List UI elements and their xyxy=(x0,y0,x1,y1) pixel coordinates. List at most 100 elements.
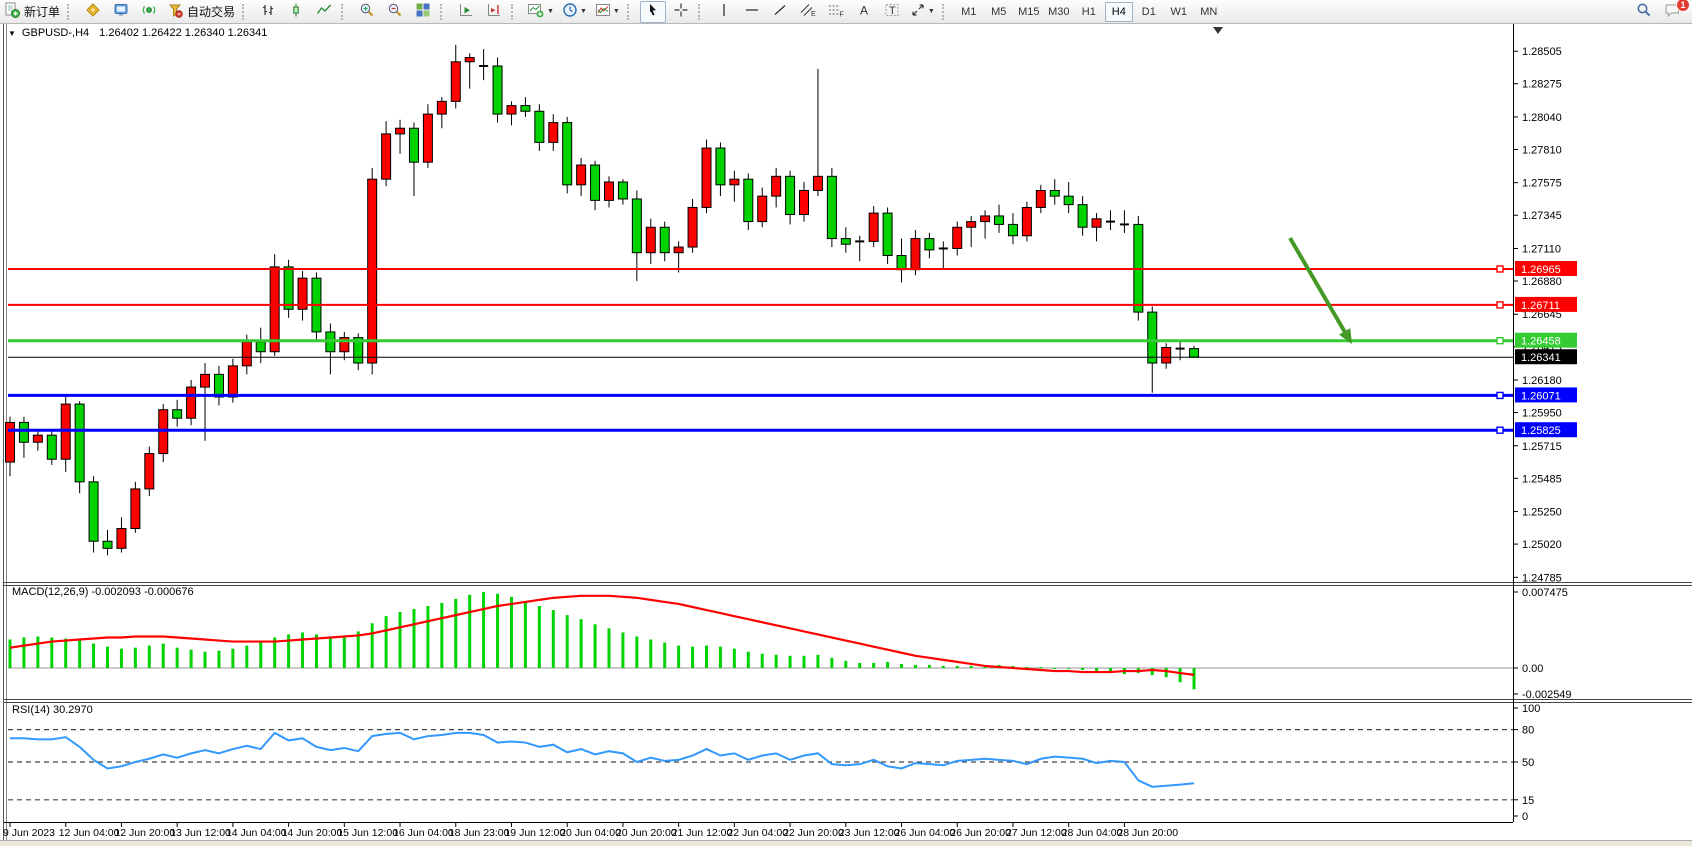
zoom-in-button[interactable] xyxy=(354,1,380,23)
macd-bar xyxy=(78,640,82,668)
time-tick-label: 23 Jun 12:00 xyxy=(839,827,900,839)
candle-body xyxy=(715,147,726,186)
notifications-chat-button[interactable]: 1 xyxy=(1659,0,1690,23)
fibonacci-icon: F xyxy=(827,2,845,21)
search-button[interactable] xyxy=(1631,1,1657,23)
macd-bar xyxy=(106,646,110,668)
macd-bar xyxy=(830,657,834,668)
svg-text:E: E xyxy=(811,11,816,18)
zoom-out-button[interactable] xyxy=(382,1,408,23)
symbol-timeframe-label: GBPUSD-,H4 xyxy=(21,27,90,39)
candle-body xyxy=(102,540,113,549)
toolbar-grip xyxy=(511,3,520,20)
macd-bar xyxy=(593,624,597,668)
macd-bar xyxy=(900,663,904,668)
level-line-handle[interactable] xyxy=(1496,301,1504,309)
candlestick-mode-button[interactable] xyxy=(283,1,309,23)
chart-area[interactable]: 1.28505 1.28275 1.28040 1.27810 1.27575 1.273… xyxy=(0,23,1692,846)
chart-shift-button[interactable] xyxy=(481,1,507,23)
candle-body xyxy=(743,178,754,223)
line-chart-mode-button[interactable] xyxy=(311,1,337,23)
timeframe-m5-button[interactable]: M5 xyxy=(991,5,1007,18)
trend-arrow-head[interactable] xyxy=(1338,328,1352,344)
candle-body xyxy=(534,110,545,143)
timeframe-m15-button[interactable]: M15 xyxy=(1018,5,1040,18)
candle-body xyxy=(1007,223,1018,237)
terminal-button[interactable] xyxy=(108,1,134,23)
macd-bar xyxy=(732,648,736,668)
timeframe-d1-button[interactable]: D1 xyxy=(1141,5,1156,18)
macd-bar xyxy=(231,648,235,668)
level-line-handle[interactable] xyxy=(1496,426,1504,434)
bar-chart-mode-button[interactable] xyxy=(255,1,281,23)
fibonacci-tool-button[interactable]: F xyxy=(823,1,849,23)
time-tick-label: 28 Jun 04:00 xyxy=(1062,827,1123,839)
axis-price-badge-label: 1.26711 xyxy=(1521,300,1560,312)
horizontal-line-tool-button[interactable] xyxy=(739,1,765,23)
timeframe-h4-button[interactable]: H4 xyxy=(1104,1,1133,22)
candle-body xyxy=(952,226,963,249)
chart-menu-arrow-icon[interactable]: ▼ xyxy=(8,28,16,38)
macd-bar xyxy=(551,610,555,668)
trend-arrow-annotation[interactable] xyxy=(1288,236,1348,336)
axis-price-badge xyxy=(1515,296,1577,312)
chart-shift-marker-icon[interactable] xyxy=(1213,27,1223,34)
price-tick-label: 1.26180 xyxy=(1522,375,1562,387)
macd-bar xyxy=(8,639,12,668)
chart-shift-icon xyxy=(486,2,502,21)
candle-body xyxy=(1035,189,1046,208)
channel-tool-button[interactable]: E xyxy=(795,1,821,23)
timeframe-mn-button[interactable]: MN xyxy=(1200,5,1218,18)
macd-bar xyxy=(677,645,681,668)
level-line-handle[interactable] xyxy=(1496,265,1504,273)
text-icon: A xyxy=(856,2,872,21)
timeframe-m1-button[interactable]: M1 xyxy=(961,5,977,18)
metaeditor-button[interactable] xyxy=(80,1,106,23)
strategy-tester-button[interactable] xyxy=(136,1,162,23)
timeframe-w1-button[interactable]: W1 xyxy=(1170,5,1188,18)
axis-price-badge xyxy=(1515,349,1577,365)
candle-body xyxy=(631,198,642,254)
clock-icon xyxy=(562,2,578,21)
trendline-tool-button[interactable] xyxy=(767,1,793,23)
candle-body xyxy=(144,453,155,490)
time-tick-label: 12 Jun 20:00 xyxy=(114,827,175,839)
time-tick-label: 22 Jun 04:00 xyxy=(727,827,788,839)
templates-button[interactable]: ▼ xyxy=(592,1,623,23)
macd-bar xyxy=(203,651,207,668)
level-line-handle[interactable] xyxy=(1496,336,1504,345)
price-tick-label: 1.28505 xyxy=(1522,46,1562,58)
candle-body xyxy=(729,178,740,186)
candle-body xyxy=(422,113,433,163)
macd-indicator-label: MACD(12,26,9) -0.002093 -0.000676 xyxy=(12,586,194,598)
text-label-icon: T xyxy=(884,2,900,21)
indicators-button[interactable]: ▼ xyxy=(524,1,557,23)
crosshair-tool-button[interactable] xyxy=(668,1,694,23)
macd-bar xyxy=(398,612,402,668)
cursor-icon xyxy=(645,2,661,21)
arrows-tool-button[interactable]: ▼ xyxy=(907,1,938,23)
equidistant-channel-icon: E xyxy=(799,2,817,21)
candle-body xyxy=(994,215,1005,225)
macd-bar xyxy=(342,635,346,668)
auto-scroll-button[interactable] xyxy=(453,1,479,23)
candle-body xyxy=(1189,348,1200,358)
candle-body xyxy=(492,65,503,115)
trendline-icon xyxy=(772,2,788,21)
new-order-button[interactable]: 新订单 xyxy=(1,1,63,23)
tile-windows-button[interactable] xyxy=(410,1,436,23)
timeframe-h1-button[interactable]: H1 xyxy=(1081,5,1096,18)
timeframe-m30-button[interactable]: M30 xyxy=(1048,5,1070,18)
chart-window[interactable]: 1.28505 1.28275 1.28040 1.27810 1.27575 1.273… xyxy=(0,23,1692,841)
text-tool-button[interactable]: A xyxy=(851,1,877,23)
autotrading-button[interactable]: 自动交易 xyxy=(164,1,238,23)
candle-body xyxy=(966,221,977,228)
macd-bar xyxy=(1192,668,1196,690)
cursor-tool-button[interactable] xyxy=(639,0,666,23)
macd-bar xyxy=(969,665,973,668)
text-label-tool-button[interactable]: T xyxy=(879,1,905,23)
periods-button[interactable]: ▼ xyxy=(559,1,590,23)
candle-body xyxy=(18,421,29,443)
vertical-line-tool-button[interactable] xyxy=(711,1,737,23)
level-line-handle[interactable] xyxy=(1496,391,1504,400)
